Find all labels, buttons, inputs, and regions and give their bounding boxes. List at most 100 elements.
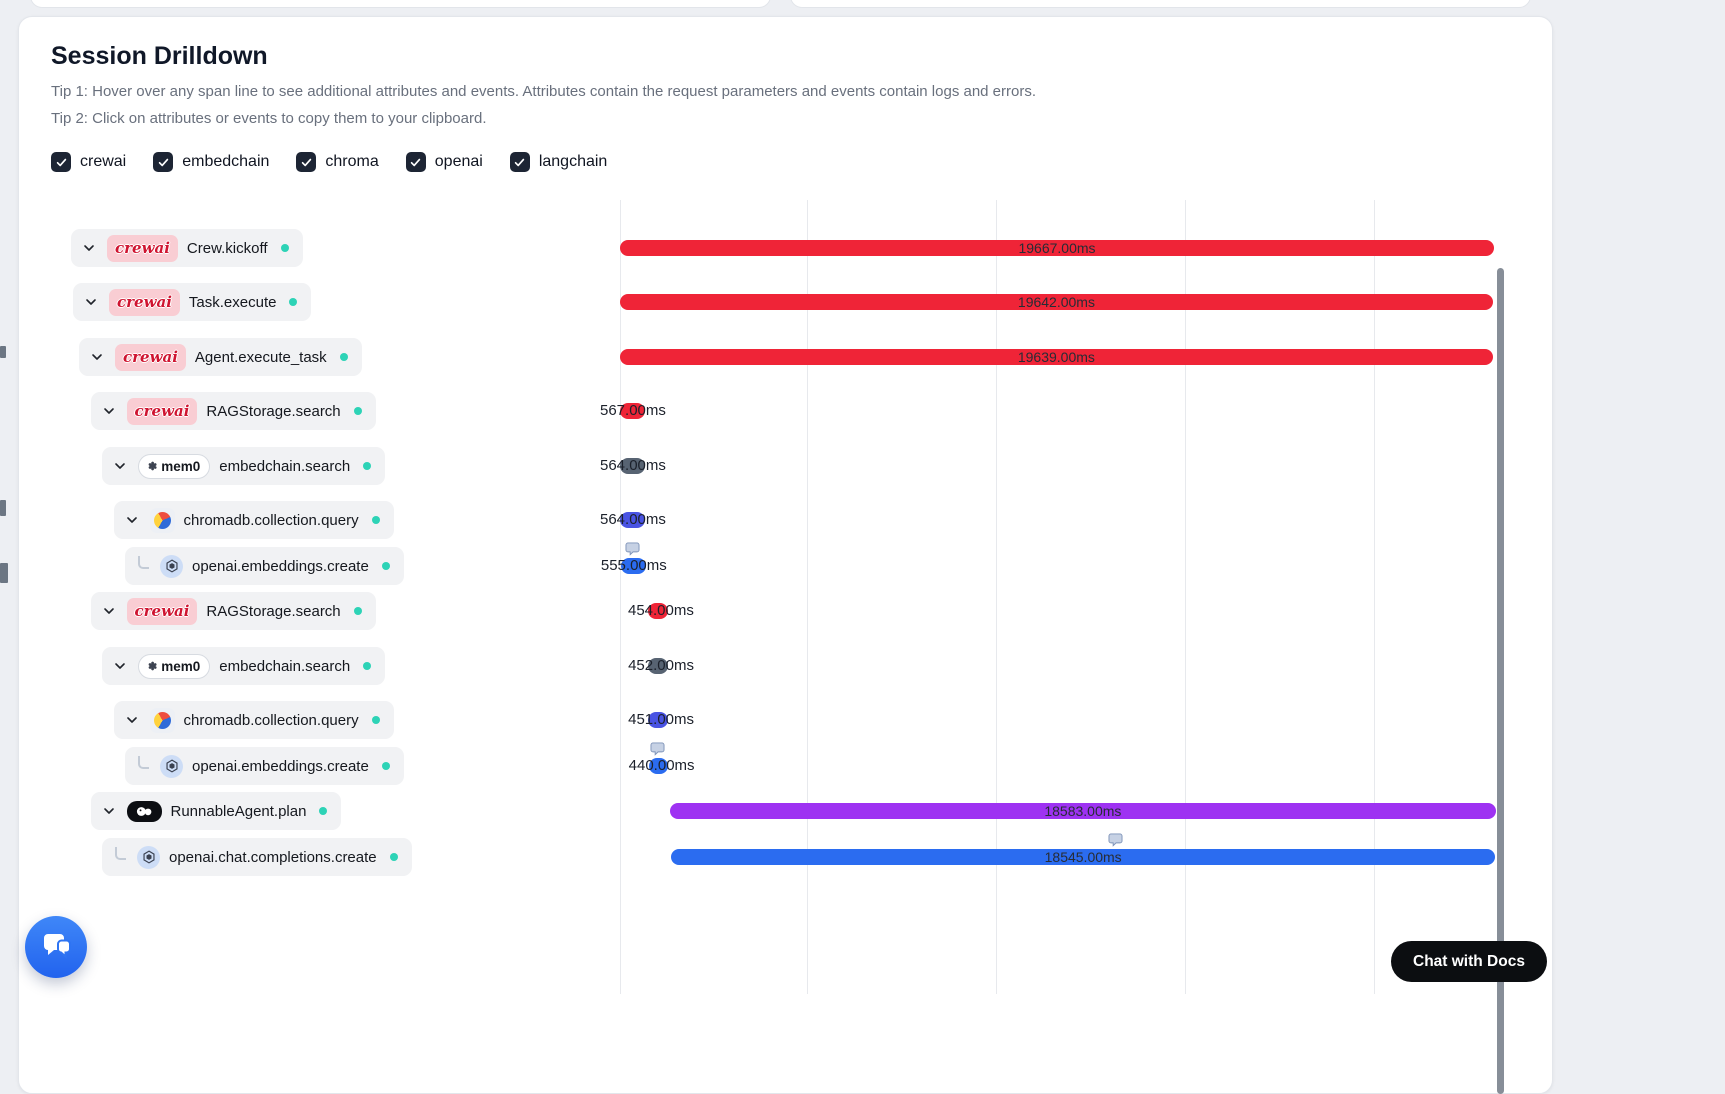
trace-row: crewai Crew.kickoff 19667.00ms [0,229,1725,267]
crewai-logo: crewai [107,234,178,262]
event-bubble-icon[interactable] [650,742,665,756]
span-row-pill[interactable]: openai.chat.completions.create [102,838,412,876]
filter-chroma[interactable]: chroma [296,152,379,172]
tree-connector [138,556,149,569]
status-dot [363,662,372,670]
event-bubble-icon[interactable] [1108,833,1123,847]
grid-line [1185,200,1186,994]
tree-connector [138,756,149,769]
span-row-pill[interactable]: ✽ mem0 embedchain.search [102,647,386,685]
grid-line [620,200,621,994]
span-row-pill[interactable]: chromadb.collection.query [113,701,394,739]
checkbox-checked-icon[interactable] [153,152,174,172]
span-name: openai.chat.completions.create [169,848,377,866]
grid-line [996,200,997,994]
span-row-pill[interactable]: openai.embeddings.create [125,747,404,785]
duration-label: 555.00ms [600,557,667,574]
filter-langchain[interactable]: langchain [509,152,608,172]
checkbox-checked-icon[interactable] [509,152,530,172]
chevron-down-icon[interactable] [100,802,118,820]
duration-bar[interactable]: 18545.00ms [671,849,1496,865]
span-name: openai.embeddings.create [192,557,369,575]
duration-bar[interactable] [620,512,646,528]
duration-bar[interactable] [620,403,646,419]
status-dot [381,762,390,770]
chevron-down-icon[interactable] [123,711,141,729]
chevron-down-icon[interactable] [100,602,118,620]
vertical-scrollbar[interactable] [1497,268,1504,1094]
chevron-down-icon[interactable] [82,293,100,311]
openai-logo [137,845,160,869]
trace-row: crewai RAGStorage.search 567.00ms [0,392,1725,430]
checkbox-checked-icon[interactable] [51,152,71,172]
langchain-logo [126,800,162,822]
duration-bar[interactable]: 19639.00ms [620,349,1493,365]
duration-bar[interactable]: 18583.00ms [669,803,1496,819]
span-row-pill[interactable]: RunnableAgent.plan [90,792,342,830]
duration-label: 567.00ms [600,402,666,419]
trace-row: openai.embeddings.create 440.00ms [0,742,1725,785]
event-bubble-icon[interactable] [625,542,640,556]
span-row-pill[interactable]: chromadb.collection.query [113,501,394,539]
span-row-pill[interactable]: crewai Agent.execute_task [79,338,362,376]
status-dot [371,716,380,724]
duration-bar[interactable] [648,758,669,774]
span-name: RunnableAgent.plan [170,802,307,820]
duration-bar[interactable] [620,558,646,574]
crewai-logo: crewai [126,397,198,425]
duration-label: 440.00ms [628,757,695,774]
trace-row: crewai RAGStorage.search 454.00ms [0,592,1725,630]
trace-row: ✽ mem0 embedchain.search 452.00ms [0,647,1725,685]
chat-with-docs-button[interactable]: Chat with Docs [1391,941,1547,982]
filter-embedchain[interactable]: embedchain [153,152,269,172]
span-name: Crew.kickoff [186,239,268,257]
chevron-down-icon[interactable] [111,657,129,675]
status-dot [280,244,289,252]
span-name: embedchain.search [219,457,351,475]
duration-bar[interactable]: 19667.00ms [620,240,1494,256]
duration-bar[interactable] [648,658,669,674]
chevron-down-icon[interactable] [123,511,141,529]
filter-label[interactable]: chroma [325,153,379,170]
duration-bar[interactable] [648,712,669,728]
duration-label: 451.00ms [628,711,694,728]
edge-fragment [0,500,6,516]
duration-bar[interactable]: 19642.00ms [620,294,1493,310]
status-dot [363,462,372,470]
duration-bar[interactable] [647,603,669,619]
chat-widget-button[interactable] [25,916,87,978]
filter-label[interactable]: crewai [80,153,127,170]
checkbox-checked-icon[interactable] [296,152,317,172]
chat-bubbles-icon [40,932,72,962]
chevron-down-icon[interactable] [111,457,129,475]
trace-row: ✽ mem0 embedchain.search 564.00ms [0,447,1725,485]
span-row-pill[interactable]: ✽ mem0 embedchain.search [102,447,386,485]
status-dot [339,353,348,361]
filter-label[interactable]: openai [434,153,483,170]
filter-label[interactable]: embedchain [182,153,270,170]
span-row-pill[interactable]: openai.embeddings.create [125,547,404,585]
chevron-down-icon[interactable] [88,348,106,366]
trace-row: RunnableAgent.plan 18583.00ms [0,792,1725,830]
filter-openai[interactable]: openai [405,152,483,172]
edge-fragment [0,346,6,358]
span-row-pill[interactable]: crewai Task.execute [73,283,312,321]
duration-label: 452.00ms [628,657,694,674]
trace-row: crewai Agent.execute_task 19639.00ms [0,338,1725,376]
chevron-down-icon[interactable] [80,239,98,257]
span-row-pill[interactable]: crewai RAGStorage.search [90,592,376,630]
chroma-ball-icon [153,711,171,729]
span-name: chromadb.collection.query [183,711,359,729]
filter-label[interactable]: langchain [538,153,608,170]
crewai-logo: crewai [115,343,186,371]
span-row-pill[interactable]: crewai RAGStorage.search [90,392,376,430]
checkbox-checked-icon[interactable] [405,152,426,172]
span-name: RAGStorage.search [206,402,341,420]
filter-crewai[interactable]: crewai [51,152,126,172]
grid-line [807,200,808,994]
chevron-down-icon[interactable] [100,402,118,420]
duration-bar[interactable] [620,458,646,474]
span-row-pill[interactable]: crewai Crew.kickoff [71,229,303,267]
span-name: openai.embeddings.create [192,757,369,775]
